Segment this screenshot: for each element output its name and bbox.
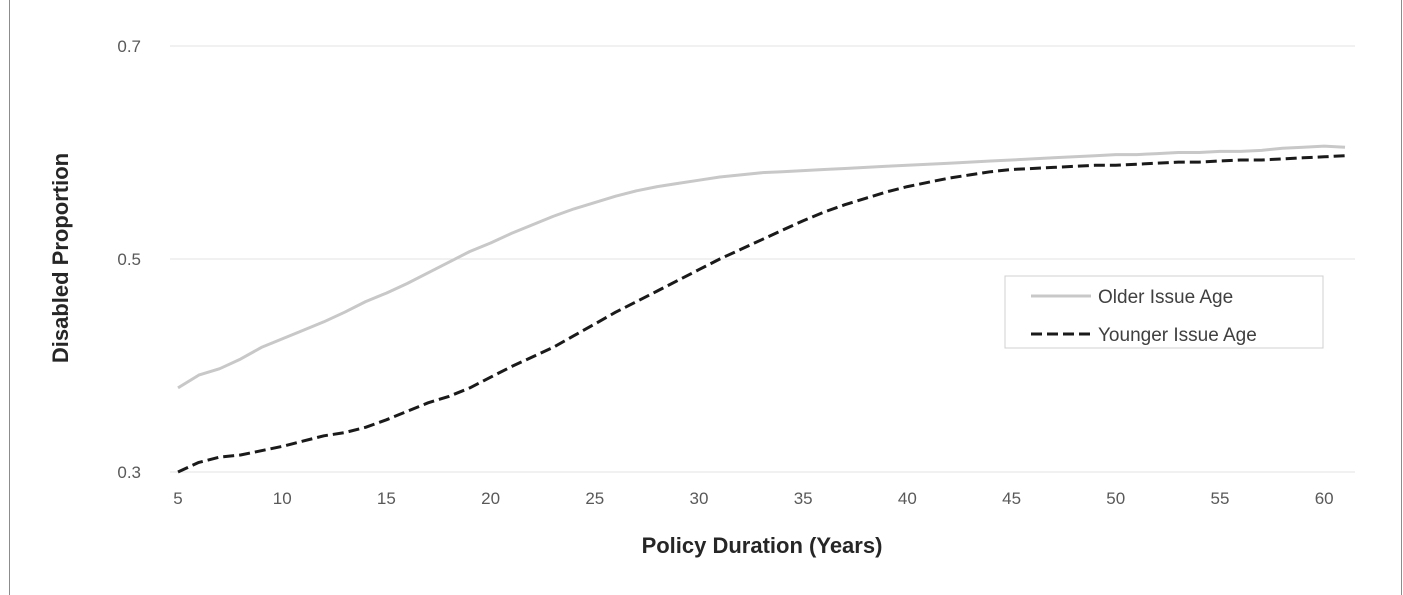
x-tick-label: 10 [273, 489, 292, 508]
x-axis-ticks: 5 10 15 20 25 30 35 40 45 50 55 60 [173, 489, 1333, 508]
x-tick-label: 30 [690, 489, 709, 508]
x-tick-label: 15 [377, 489, 396, 508]
y-tick-label: 0.7 [117, 37, 141, 56]
x-axis-title: Policy Duration (Years) [642, 533, 883, 558]
x-tick-label: 5 [173, 489, 182, 508]
y-axis-title: Disabled Proportion [48, 153, 73, 363]
series-lines [177, 144, 1346, 474]
x-tick-label: 25 [585, 489, 604, 508]
legend-box [1004, 275, 1324, 349]
x-tick-label: 35 [794, 489, 813, 508]
legend-label-older: Older Issue Age [1098, 287, 1233, 308]
x-tick-label: 55 [1211, 489, 1230, 508]
y-axis-ticks: 0.3 0.5 0.7 [117, 37, 141, 482]
chart-frame [9, 0, 1402, 595]
y-tick-label: 0.5 [117, 250, 141, 269]
legend: Older Issue Age Younger Issue Age [1004, 275, 1324, 349]
gridlines [170, 45, 1355, 473]
x-tick-label: 40 [898, 489, 917, 508]
x-tick-label: 60 [1315, 489, 1334, 508]
legend-label-younger: Younger Issue Age [1098, 325, 1257, 346]
y-tick-label: 0.3 [117, 463, 141, 482]
series-line-younger-issue-age [177, 154, 1346, 474]
series-line-older-issue-age [177, 144, 1346, 390]
x-tick-label: 50 [1106, 489, 1125, 508]
x-tick-label: 20 [481, 489, 500, 508]
x-tick-label: 45 [1002, 489, 1021, 508]
